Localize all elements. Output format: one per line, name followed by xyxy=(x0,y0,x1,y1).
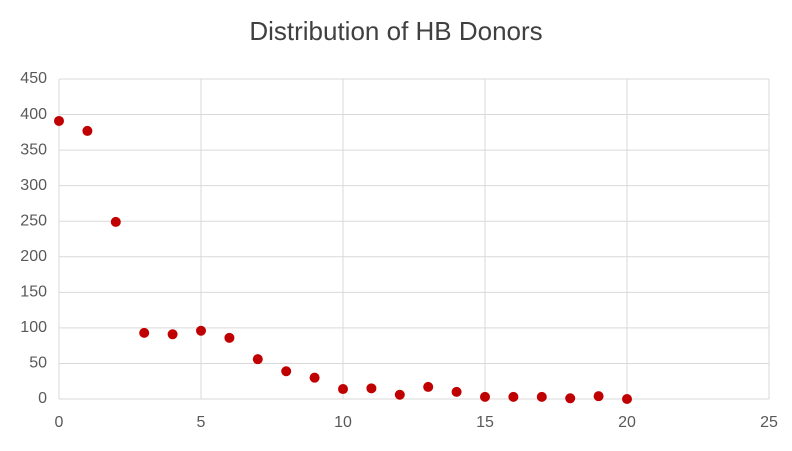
chart-title: Distribution of HB Donors xyxy=(249,16,542,46)
point xyxy=(622,394,632,404)
y-tick-label: 150 xyxy=(20,284,47,301)
point xyxy=(565,393,576,404)
y-tick-label: 100 xyxy=(20,319,47,336)
x-tick-label: 15 xyxy=(476,414,494,431)
y-tick-label: 350 xyxy=(20,141,47,158)
point xyxy=(196,325,206,336)
y-tick-label: 450 xyxy=(20,70,47,87)
x-tick-label: 10 xyxy=(334,414,352,431)
point xyxy=(82,125,93,136)
y-tick-label: 400 xyxy=(20,106,47,123)
point xyxy=(281,366,292,377)
y-tick-label: 300 xyxy=(20,177,47,194)
point xyxy=(366,383,377,394)
point xyxy=(338,384,348,395)
point xyxy=(110,216,121,227)
point xyxy=(536,391,547,402)
x-tick-label: 5 xyxy=(197,414,206,431)
y-tick-label: 200 xyxy=(20,248,47,265)
point xyxy=(252,354,263,365)
point xyxy=(309,372,320,383)
point xyxy=(423,381,434,392)
x-tick-label: 20 xyxy=(618,414,636,431)
point xyxy=(394,389,405,400)
point xyxy=(480,391,490,402)
point xyxy=(224,332,235,343)
point xyxy=(139,327,150,338)
point xyxy=(54,115,64,126)
point xyxy=(508,391,519,402)
x-tick-label: 25 xyxy=(760,414,778,431)
point xyxy=(593,391,604,402)
y-tick-label: 50 xyxy=(29,355,47,372)
y-tick-label: 0 xyxy=(38,390,47,407)
x-tick-label: 0 xyxy=(55,414,64,431)
y-tick-label: 250 xyxy=(20,212,47,229)
point xyxy=(451,386,462,397)
point xyxy=(167,329,178,340)
